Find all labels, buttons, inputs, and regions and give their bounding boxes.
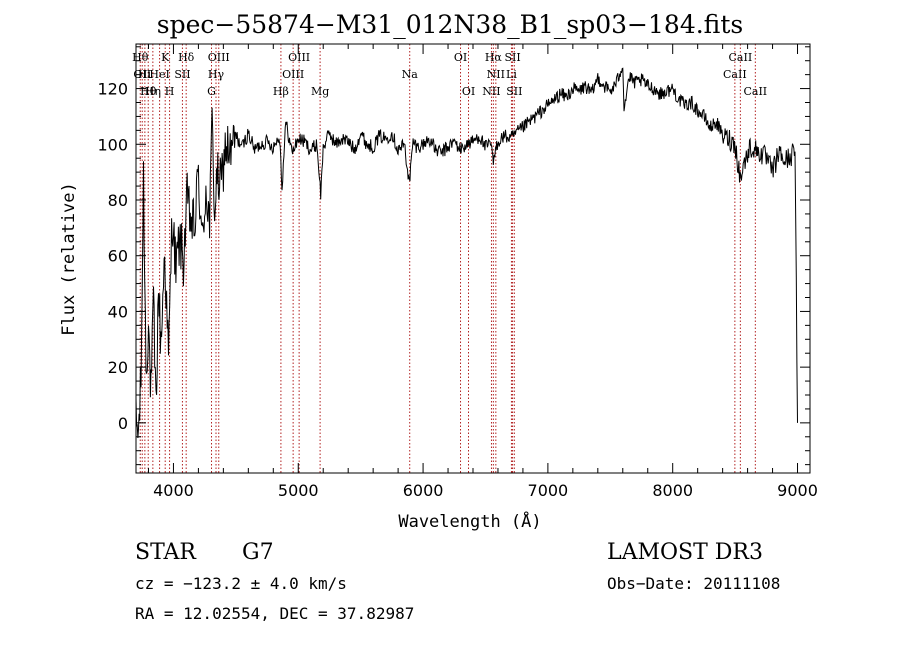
line-labels: HθOIIHιHθHηHeIKHSIIHδGHγOIIIHβOIIIOIIIMg… xyxy=(132,51,767,98)
line-label-1: OII xyxy=(133,68,151,81)
line-label-16: Mg xyxy=(311,85,329,98)
axis-ticks: 4000 5000 6000 7000 8000 9000 0 20 40 60 80 100 120 xyxy=(97,44,818,500)
y-tick-label-2: 40 xyxy=(108,302,128,321)
chart-title: spec−55874−M31_012N38_B1_sp03−184.fits xyxy=(156,10,744,39)
line-label-27: CaII xyxy=(729,51,753,64)
y-tick-label-4: 80 xyxy=(108,191,128,210)
line-label-24: SII xyxy=(504,51,520,64)
line-label-2: Hι xyxy=(138,68,152,81)
line-label-19: OI xyxy=(462,85,475,98)
plot-frame xyxy=(135,43,811,474)
line-label-14: OIII xyxy=(282,68,304,81)
line-label-28: CaII xyxy=(743,85,767,98)
y-tick-label-5: 100 xyxy=(97,135,128,154)
object-class: STAR xyxy=(135,540,196,565)
line-label-8: SII xyxy=(174,68,190,81)
line-label-0: Hθ xyxy=(132,51,149,64)
line-label-12: OIII xyxy=(208,51,230,64)
line-label-9: Hδ xyxy=(178,51,195,64)
coordinates: RA = 12.02554, DEC = 37.82987 xyxy=(135,604,415,623)
y-tick-label-6: 120 xyxy=(97,80,128,99)
x-axis-label: Wavelength (Å) xyxy=(398,512,542,532)
subclass: G7 xyxy=(242,540,274,565)
line-label-22: NII xyxy=(487,68,505,81)
obs-date: Obs−Date: 20111108 xyxy=(607,574,781,593)
line-label-18: OI xyxy=(454,51,467,64)
line-label-3: Hθ xyxy=(140,85,157,98)
line-label-15: OIII xyxy=(288,51,310,64)
line-label-10: G xyxy=(207,85,216,98)
line-label-25: SII xyxy=(506,85,522,98)
x-tick-label-0: 4000 xyxy=(153,481,194,500)
line-label-21: Hα xyxy=(485,51,503,64)
line-label-5: HeI xyxy=(149,68,169,81)
x-tick-label-3: 7000 xyxy=(528,481,569,500)
y-tick-label-1: 20 xyxy=(108,358,128,377)
y-axis-label: Flux (relative) xyxy=(59,182,79,336)
redshift-info: cz = −123.2 ± 4.0 km/s xyxy=(135,574,347,593)
line-label-20: NII xyxy=(482,85,500,98)
survey-name: LAMOST DR3 xyxy=(607,540,763,565)
line-label-6: K xyxy=(161,51,170,64)
x-tick-label-2: 6000 xyxy=(403,481,444,500)
x-tick-label-4: 8000 xyxy=(652,481,693,500)
emission-line-markers xyxy=(139,44,756,473)
line-label-4: Hη xyxy=(145,85,161,98)
line-label-23: Li xyxy=(506,68,517,81)
y-tick-label-3: 60 xyxy=(108,247,128,266)
line-label-13: Hβ xyxy=(273,85,289,98)
y-tick-label-0: 0 xyxy=(118,414,128,433)
x-tick-label-5: 9000 xyxy=(777,481,818,500)
flux-series-group xyxy=(135,67,798,439)
line-label-7: H xyxy=(165,85,175,98)
line-label-11: Hγ xyxy=(208,68,225,81)
line-label-26: CaII xyxy=(723,68,747,81)
line-label-17: Na xyxy=(402,68,419,81)
x-tick-label-1: 5000 xyxy=(278,481,319,500)
flux-series-line-0 xyxy=(135,67,798,439)
